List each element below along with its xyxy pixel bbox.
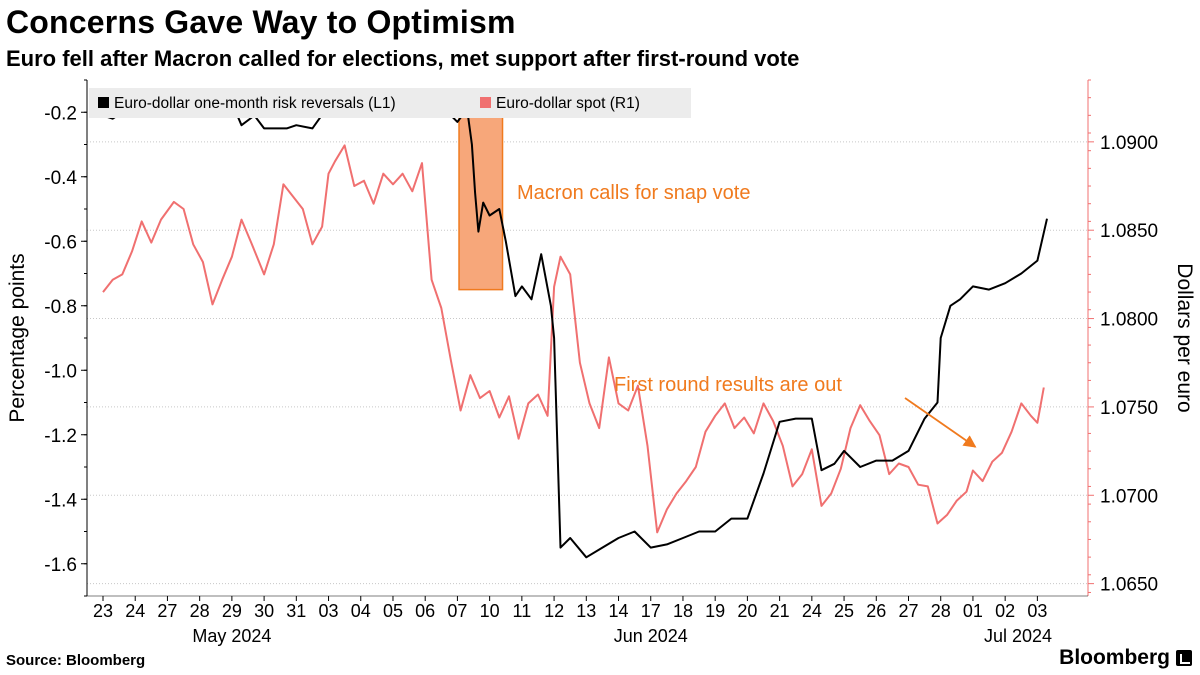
x-axis-tick-label: 27 [898, 601, 918, 621]
annotation-snap-vote-text: Macron calls for snap vote [517, 182, 750, 204]
x-axis-tick-label: 01 [963, 601, 983, 621]
x-axis-month-label: May 2024 [192, 626, 271, 646]
left-axis-tick-label: -1.4 [44, 490, 77, 511]
right-axis-tick-label: 1.0700 [1100, 486, 1158, 507]
x-axis-tick-label: 19 [705, 601, 725, 621]
legend: Euro-dollar one-month risk reversals (L1… [89, 88, 691, 118]
legend-swatch [480, 97, 491, 108]
x-axis-tick-label: 18 [673, 601, 693, 621]
right-axis-tick-label: 1.0800 [1100, 310, 1158, 331]
left-axis-tick-label: -1.6 [44, 555, 77, 576]
x-axis-tick-label: 03 [319, 601, 339, 621]
legend-label: Euro-dollar one-month risk reversals (L1… [114, 95, 396, 112]
page-title: Concerns Gave Way to Optimism [6, 4, 516, 40]
x-axis-tick-label: 26 [866, 601, 886, 621]
x-axis-tick-label: 31 [286, 601, 306, 621]
x-axis-tick-label: 02 [995, 601, 1015, 621]
x-axis-tick-label: 23 [93, 601, 113, 621]
series-risk-reversals-line [102, 98, 1048, 559]
right-axis-title: Dollars per euro [1173, 263, 1196, 412]
left-axis-tick-label: -0.4 [44, 168, 77, 189]
grid [87, 141, 1088, 585]
x-axis-tick-label: 24 [802, 601, 822, 621]
page-subtitle: Euro fell after Macron called for electi… [6, 46, 800, 71]
left-axis-title: Percentage points [6, 253, 29, 422]
x-axis-tick-label: 14 [609, 601, 629, 621]
x-axis-month-label: Jul 2024 [984, 626, 1052, 646]
right-axis-tick-label: 1.0750 [1100, 398, 1158, 419]
x-axis-tick-label: 20 [737, 601, 757, 621]
right-axis-tick-label: 1.0650 [1100, 575, 1158, 596]
left-axis-tick-label: -0.8 [44, 297, 77, 318]
legend-label: Euro-dollar spot (R1) [496, 95, 640, 112]
legend-swatch [98, 97, 109, 108]
x-axis-tick-label: 07 [447, 601, 467, 621]
x-axis-tick-label: 06 [415, 601, 435, 621]
x-axis-tick-label: 05 [383, 601, 403, 621]
brand-name: Bloomberg [1059, 646, 1170, 669]
x-axis-tick-label: 28 [190, 601, 210, 621]
brand-chart-icon [1176, 650, 1192, 666]
x-axis-tick-label: 30 [254, 601, 274, 621]
annotation-first-round-arrow [904, 397, 977, 448]
x-axis-tick-label: 21 [770, 601, 790, 621]
x-axis-tick-label: 13 [576, 601, 596, 621]
series-spot-line [102, 144, 1045, 534]
right-axis-tick-label: 1.0900 [1100, 133, 1158, 154]
left-axis-tick-label: -0.2 [44, 103, 77, 124]
x-axis-tick-label: 24 [125, 601, 145, 621]
source-note: Source: Bloomberg [6, 652, 146, 669]
x-axis-tick-label: 17 [641, 601, 661, 621]
x-axis-tick-label: 28 [931, 601, 951, 621]
left-axis-tick-label: -0.6 [44, 232, 77, 253]
legend-background [89, 88, 691, 118]
x-axis-tick-label: 29 [222, 601, 242, 621]
brand-logo: Bloomberg [1059, 646, 1192, 670]
right-axis-tick-label: 1.0850 [1100, 221, 1158, 242]
annotation-first-round-text: First round results are out [614, 374, 842, 396]
x-axis-tick-label: 04 [351, 601, 371, 621]
x-axis-tick-label: 11 [513, 601, 532, 621]
x-axis-tick-label: 25 [834, 601, 854, 621]
x-axis-tick-label: 03 [1027, 601, 1047, 621]
left-axis-tick-label: -1.0 [44, 361, 77, 382]
snap-vote-highlight-box [458, 95, 504, 291]
x-axis-tick-label: 10 [480, 601, 500, 621]
x-axis-tick-label: 12 [544, 601, 564, 621]
x-axis-month-label: Jun 2024 [614, 626, 688, 646]
x-axis-tick-label: 27 [157, 601, 177, 621]
left-axis-tick-label: -1.2 [44, 426, 77, 447]
